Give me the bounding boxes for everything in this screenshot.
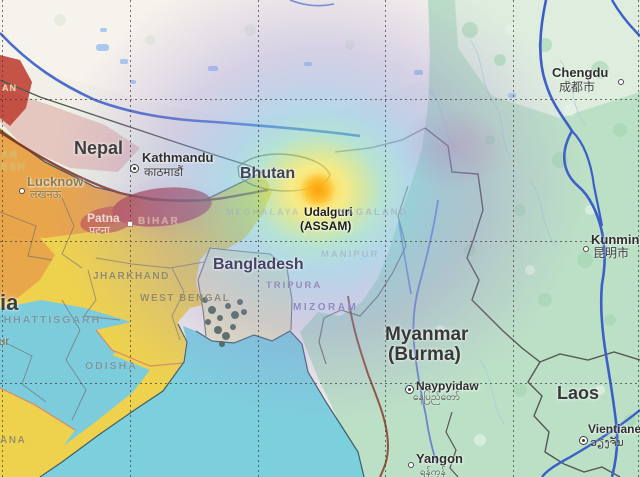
country-label-india-partial: India [0, 290, 19, 315]
kathmandu-marker [130, 164, 139, 173]
state-label-manipur: MANIPUR [321, 249, 380, 260]
city-label-chengdu: Chengdu [552, 65, 609, 80]
state-label-tripura: TRIPURA [266, 280, 323, 291]
city-label-naypyidaw: Naypyidaw [416, 379, 479, 393]
vientiane-marker [579, 436, 588, 445]
city-label-lucknow-native: लखनऊ [30, 189, 62, 201]
state-label-mizoram: MIZORAM [293, 302, 359, 313]
country-label-nepal: Nepal [74, 138, 124, 158]
patna-marker [127, 221, 133, 227]
city-label-kunming: Kunming [591, 232, 640, 247]
state-label-chhattisgarh: CHHATTISGARH [0, 314, 102, 326]
state-label-uttarakhand-partial: AN [2, 83, 17, 93]
city-label-yangon: Yangon [416, 451, 463, 466]
state-label-uttar-pradesh-partial-1: AR [1, 150, 19, 161]
city-label-yangon-native: ရန်ကုန် [420, 467, 446, 477]
state-label-west-bengal: WEST BENGAL [140, 293, 231, 304]
country-label-myanmar-2: (Burma) [388, 344, 461, 365]
yangon-marker [408, 462, 414, 468]
kunming-marker [583, 246, 589, 252]
border-india-china [334, 127, 426, 153]
country-label-bhutan: Bhutan [240, 165, 296, 182]
epicenter-label-line2: (ASSAM) [300, 219, 352, 233]
chengdu-marker [618, 79, 624, 85]
state-label-jharkhand: JHARKHAND [93, 271, 170, 282]
city-label-chengdu-native: 成都市 [559, 80, 596, 94]
lucknow-marker [19, 188, 25, 194]
country-label-bangladesh: Bangladesh [213, 256, 304, 273]
city-label-kunming-native: 昆明市 [593, 246, 630, 260]
city-label-patna: Patna [87, 211, 120, 225]
country-label-myanmar: Myanmar [385, 324, 469, 345]
state-label-telangana-partial: ANA [0, 435, 27, 446]
country-label-laos: Laos [557, 383, 600, 403]
naypyidaw-marker [405, 385, 414, 394]
state-label-nagaland: NAGALAND [338, 207, 409, 218]
city-label-vientiane-native: ວຽງຈັນ [590, 437, 624, 449]
city-label-raipur-partial: Raipur [0, 334, 10, 348]
city-label-patna-native: पटना [89, 225, 110, 237]
epicenter-label-line1: Udalguri [304, 205, 353, 219]
city-label-kathmandu-native: काठमाडौं [144, 165, 184, 179]
state-label-bihar: BIHAR [138, 216, 180, 227]
state-label-odisha: ODISHA [85, 360, 138, 372]
city-label-vientiane: Vientiane [588, 422, 640, 436]
state-label-meghalaya: MEGHALAYA [226, 207, 301, 217]
city-label-kathmandu: Kathmandu [142, 150, 214, 165]
city-label-lucknow: Lucknow [27, 174, 84, 189]
city-label-naypyidaw-native: နေပြည်တော် [413, 392, 460, 403]
state-label-uttar-pradesh-partial-2: ESH [1, 162, 27, 173]
